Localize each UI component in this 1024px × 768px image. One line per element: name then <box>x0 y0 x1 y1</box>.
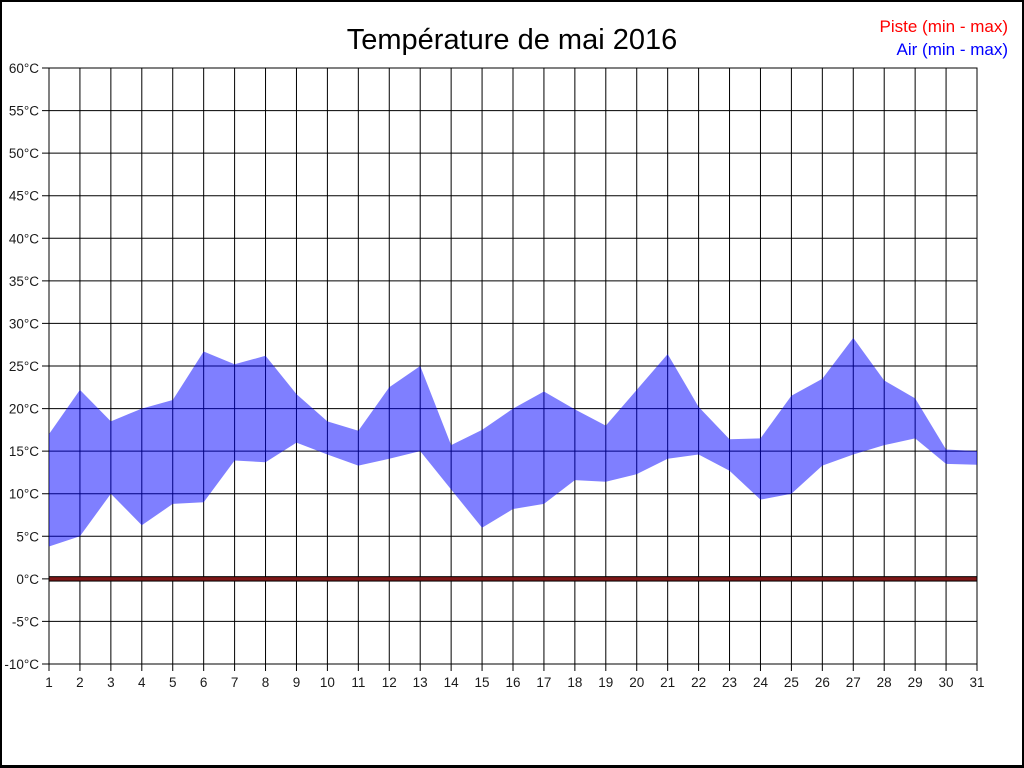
svg-text:31: 31 <box>969 675 984 690</box>
svg-text:29: 29 <box>908 675 923 690</box>
svg-text:22: 22 <box>691 675 706 690</box>
svg-text:10: 10 <box>320 675 335 690</box>
svg-text:12: 12 <box>382 675 397 690</box>
svg-text:21: 21 <box>660 675 675 690</box>
svg-text:50°C: 50°C <box>9 146 39 161</box>
svg-text:17: 17 <box>536 675 551 690</box>
svg-text:25: 25 <box>784 675 799 690</box>
svg-text:26: 26 <box>815 675 830 690</box>
svg-text:5°C: 5°C <box>16 529 39 544</box>
legend-item-air: Air (min - max) <box>896 40 1008 59</box>
svg-text:5: 5 <box>169 675 177 690</box>
chart-title: Température de mai 2016 <box>346 24 678 56</box>
svg-text:18: 18 <box>567 675 582 690</box>
svg-text:15°C: 15°C <box>9 444 39 459</box>
svg-text:4: 4 <box>138 675 146 690</box>
svg-text:8: 8 <box>262 675 270 690</box>
svg-text:1: 1 <box>45 675 53 690</box>
svg-text:-5°C: -5°C <box>12 614 39 629</box>
svg-text:11: 11 <box>351 675 365 690</box>
svg-text:24: 24 <box>753 675 769 690</box>
svg-text:55°C: 55°C <box>9 104 39 119</box>
svg-text:16: 16 <box>505 675 520 690</box>
svg-text:25°C: 25°C <box>9 359 39 374</box>
legend-item-piste: Piste (min - max) <box>879 17 1008 36</box>
svg-text:30°C: 30°C <box>9 316 39 331</box>
piste-minmax-band <box>48 576 978 582</box>
svg-text:60°C: 60°C <box>9 61 39 76</box>
svg-text:6: 6 <box>200 675 208 690</box>
svg-text:23: 23 <box>722 675 737 690</box>
svg-text:20°C: 20°C <box>9 402 39 417</box>
svg-text:10°C: 10°C <box>9 487 39 502</box>
svg-text:13: 13 <box>413 675 428 690</box>
svg-text:9: 9 <box>293 675 301 690</box>
svg-text:14: 14 <box>444 675 460 690</box>
svg-text:2: 2 <box>76 675 84 690</box>
svg-text:20: 20 <box>629 675 644 690</box>
svg-text:28: 28 <box>877 675 892 690</box>
svg-text:30: 30 <box>939 675 954 690</box>
legend: Piste (min - max) Air (min - max) <box>880 15 1008 61</box>
svg-text:0°C: 0°C <box>16 572 39 587</box>
svg-text:7: 7 <box>231 675 239 690</box>
svg-text:45°C: 45°C <box>9 189 39 204</box>
svg-text:15: 15 <box>475 675 490 690</box>
air-minmax-band <box>49 337 977 547</box>
svg-text:40°C: 40°C <box>9 231 39 246</box>
svg-text:19: 19 <box>598 675 613 690</box>
svg-text:-10°C: -10°C <box>4 657 39 672</box>
svg-text:35°C: 35°C <box>9 274 39 289</box>
svg-text:27: 27 <box>846 675 861 690</box>
svg-text:3: 3 <box>107 675 115 690</box>
